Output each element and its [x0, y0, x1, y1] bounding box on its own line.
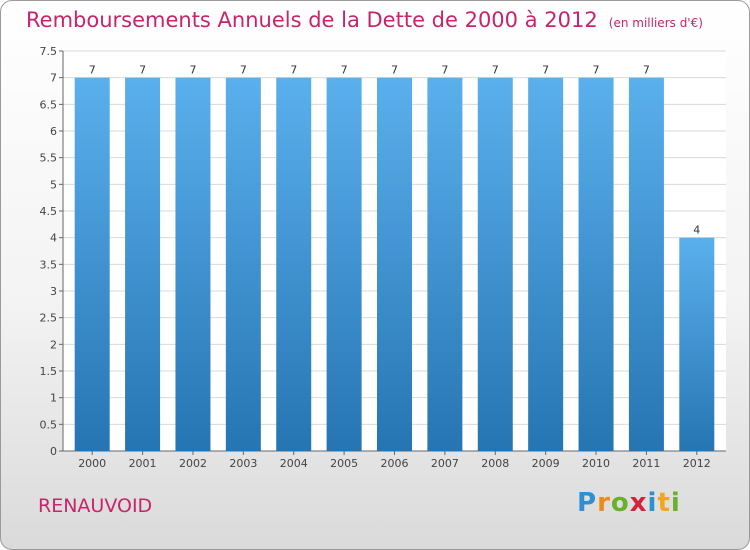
y-tick-label: 5.5 — [40, 152, 58, 165]
bar — [74, 77, 110, 452]
bar-value-label: 7 — [643, 64, 650, 77]
y-tick-label: 6 — [50, 125, 57, 138]
bar — [578, 77, 614, 452]
x-tick-label: 2000 — [78, 457, 106, 470]
bar-value-label: 7 — [441, 64, 448, 77]
bar-value-label: 7 — [593, 64, 600, 77]
x-tick-label: 2010 — [582, 457, 610, 470]
x-tick-label: 2002 — [179, 457, 207, 470]
bar-value-label: 7 — [492, 64, 499, 77]
x-tick-label: 2009 — [532, 457, 560, 470]
bar — [326, 77, 362, 452]
y-tick-label: 4 — [50, 232, 57, 245]
logo-letter: P — [577, 488, 598, 518]
x-tick-label: 2008 — [481, 457, 509, 470]
y-tick-label: 6.5 — [40, 98, 58, 111]
bar — [477, 77, 513, 452]
x-tick-label: 2007 — [431, 457, 459, 470]
y-tick-label: 1.5 — [40, 365, 58, 378]
y-tick-label: 7.5 — [40, 45, 58, 58]
y-tick-label: 7 — [50, 72, 57, 85]
labels: 0 0.5 1 1.5 2 2.5 3 3.5 4 4.5 5 5.5 6 6.5 7 7.5 7 2000 7 20… — [40, 45, 711, 470]
bar — [679, 237, 715, 451]
bar — [125, 77, 161, 452]
bar — [225, 77, 261, 452]
logo-letter: i — [647, 488, 658, 518]
y-tick-label: 0 — [50, 445, 57, 458]
bar-value-label: 7 — [189, 64, 196, 77]
logo-letter: i — [670, 488, 681, 518]
bar — [628, 77, 664, 452]
bars — [74, 77, 715, 452]
x-tick-label: 2001 — [129, 457, 157, 470]
y-tick-label: 3.5 — [40, 258, 58, 271]
bar-value-label: 4 — [693, 224, 700, 237]
x-tick-label: 2003 — [229, 457, 257, 470]
bar-value-label: 7 — [290, 64, 297, 77]
bar — [528, 77, 564, 452]
x-tick-label: 2012 — [683, 457, 711, 470]
bar-value-label: 7 — [240, 64, 247, 77]
logo-letter: x — [629, 488, 648, 518]
bar-value-label: 7 — [341, 64, 348, 77]
y-tick-label: 3 — [50, 285, 57, 298]
title-main: Remboursements Annuels de la Dette de 20… — [26, 8, 598, 32]
x-tick-label: 2005 — [330, 457, 358, 470]
y-tick-label: 5 — [50, 178, 57, 191]
logo-letter: t — [657, 488, 671, 518]
proxiti-logo: Proxiti — [577, 488, 681, 518]
bar — [175, 77, 211, 452]
bar — [427, 77, 463, 452]
y-tick-label: 2.5 — [40, 312, 58, 325]
town-name: RENAUVOID — [38, 495, 153, 517]
bar-value-label: 7 — [391, 64, 398, 77]
x-tick-label: 2011 — [632, 457, 660, 470]
logo-letter: r — [597, 488, 611, 518]
logo-letter: o — [610, 488, 630, 518]
bar — [276, 77, 312, 452]
y-tick-label: 1 — [50, 392, 57, 405]
bar-value-label: 7 — [542, 64, 549, 77]
y-tick-label: 2 — [50, 338, 57, 351]
bar-value-label: 7 — [89, 64, 96, 77]
bar-value-label: 7 — [139, 64, 146, 77]
y-tick-label: 4.5 — [40, 205, 58, 218]
title-unit: (en milliers d'€) — [608, 16, 703, 30]
x-tick-label: 2006 — [381, 457, 409, 470]
x-tick-label: 2004 — [280, 457, 308, 470]
bar — [377, 77, 412, 452]
chart-title: Remboursements Annuels de la Dette de 20… — [26, 8, 703, 32]
y-tick-label: 0.5 — [40, 418, 58, 431]
